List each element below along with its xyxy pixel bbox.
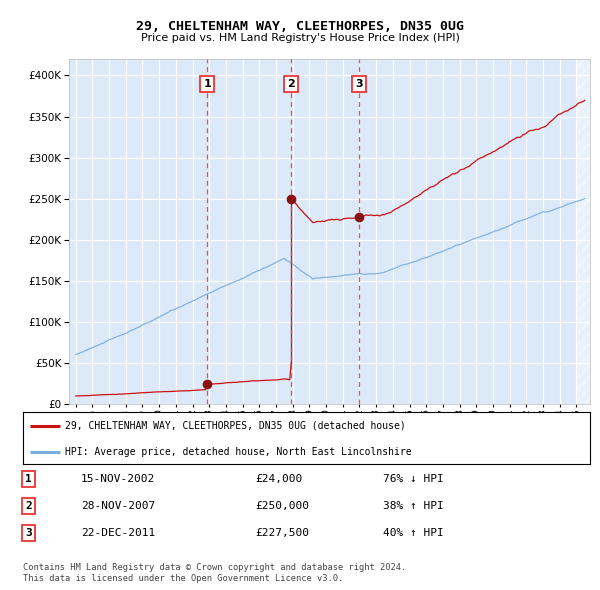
Text: 2: 2 xyxy=(25,502,32,511)
Bar xyxy=(577,59,590,404)
Text: 1: 1 xyxy=(203,79,211,89)
Text: 1: 1 xyxy=(25,474,32,484)
Text: 29, CHELTENHAM WAY, CLEETHORPES, DN35 0UG (detached house): 29, CHELTENHAM WAY, CLEETHORPES, DN35 0U… xyxy=(65,421,406,431)
Text: Price paid vs. HM Land Registry's House Price Index (HPI): Price paid vs. HM Land Registry's House … xyxy=(140,33,460,43)
Text: 22-DEC-2011: 22-DEC-2011 xyxy=(81,528,155,537)
Text: This data is licensed under the Open Government Licence v3.0.: This data is licensed under the Open Gov… xyxy=(23,574,343,583)
Text: 40% ↑ HPI: 40% ↑ HPI xyxy=(383,528,443,537)
Text: 2: 2 xyxy=(287,79,295,89)
Text: HPI: Average price, detached house, North East Lincolnshire: HPI: Average price, detached house, Nort… xyxy=(65,447,412,457)
Text: 28-NOV-2007: 28-NOV-2007 xyxy=(81,502,155,511)
Text: 76% ↓ HPI: 76% ↓ HPI xyxy=(383,474,443,484)
Text: 3: 3 xyxy=(355,79,363,89)
Text: 15-NOV-2002: 15-NOV-2002 xyxy=(81,474,155,484)
Text: Contains HM Land Registry data © Crown copyright and database right 2024.: Contains HM Land Registry data © Crown c… xyxy=(23,563,406,572)
Text: £227,500: £227,500 xyxy=(255,528,309,537)
Text: 38% ↑ HPI: 38% ↑ HPI xyxy=(383,502,443,511)
Text: £250,000: £250,000 xyxy=(255,502,309,511)
Text: 3: 3 xyxy=(25,528,32,537)
Text: 29, CHELTENHAM WAY, CLEETHORPES, DN35 0UG: 29, CHELTENHAM WAY, CLEETHORPES, DN35 0U… xyxy=(136,20,464,33)
Text: £24,000: £24,000 xyxy=(255,474,302,484)
